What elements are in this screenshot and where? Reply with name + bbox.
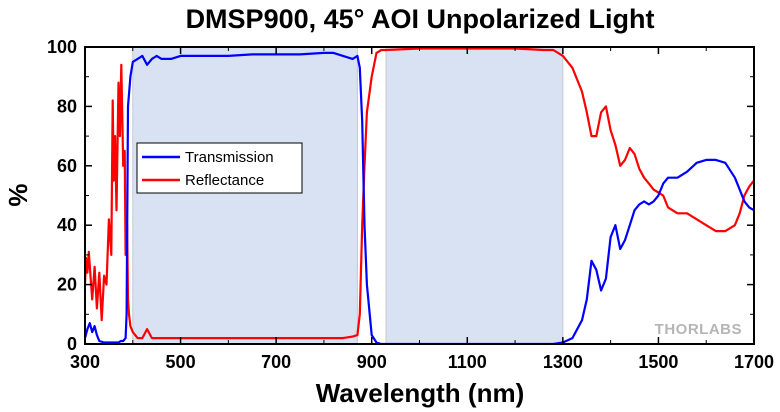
x-tick-label: 1500 bbox=[638, 352, 678, 372]
y-tick-label: 20 bbox=[57, 275, 77, 295]
x-tick-label: 900 bbox=[357, 352, 387, 372]
y-tick-label: 60 bbox=[57, 156, 77, 176]
x-tick-label: 300 bbox=[70, 352, 100, 372]
x-tick-label: 1300 bbox=[543, 352, 583, 372]
x-tick-labels: 300 500 700 900 1100 1300 1500 1700 bbox=[70, 352, 774, 372]
x-tick-label: 500 bbox=[166, 352, 196, 372]
y-tick-labels: 0 20 40 60 80 100 bbox=[47, 37, 77, 354]
legend-label-reflectance: Reflectance bbox=[185, 172, 264, 189]
thorlabs-watermark: THORLABS bbox=[655, 321, 742, 338]
legend: Transmission Reflectance bbox=[136, 142, 303, 194]
series-line-reflectance bbox=[85, 47, 754, 340]
x-axis-label: Wavelength (nm) bbox=[316, 378, 524, 408]
legend-label-transmission: Transmission bbox=[185, 149, 274, 166]
y-tick-label: 80 bbox=[57, 96, 77, 116]
y-tick-label: 40 bbox=[57, 215, 77, 235]
series-lines bbox=[85, 47, 754, 344]
series-line-transmission bbox=[85, 51, 754, 344]
chart-title: DMSP900, 45° AOI Unpolarized Light bbox=[186, 4, 655, 34]
y-tick-label: 100 bbox=[47, 37, 77, 57]
shaded-region-1 bbox=[132, 47, 358, 344]
axis-ticks bbox=[84, 46, 755, 345]
legend-box bbox=[136, 142, 303, 194]
shaded-region-2 bbox=[386, 47, 563, 344]
y-axis-label: % bbox=[3, 183, 33, 206]
y-tick-label: 0 bbox=[67, 334, 77, 354]
x-tick-label: 1700 bbox=[734, 352, 774, 372]
x-tick-label: 700 bbox=[261, 352, 291, 372]
shaded-regions bbox=[132, 47, 564, 344]
x-tick-label: 1100 bbox=[448, 352, 487, 372]
